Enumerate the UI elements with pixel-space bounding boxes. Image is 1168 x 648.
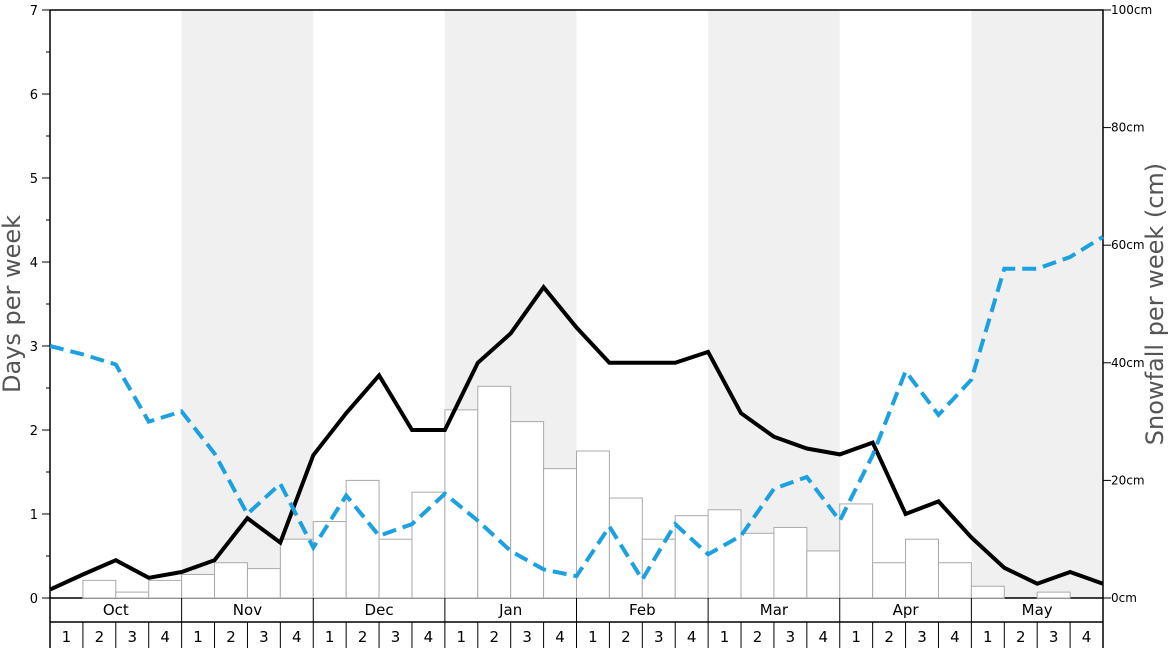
month-label: Feb	[629, 601, 656, 619]
week-label: 1	[457, 628, 467, 646]
week-label: 2	[884, 628, 894, 646]
snowfall-bar	[937, 562, 972, 599]
left-tick-label: 2	[30, 424, 38, 439]
week-label: 1	[325, 628, 335, 646]
snowfall-bar	[773, 526, 808, 599]
snowfall-bar	[115, 591, 150, 599]
dashed-line-series	[49, 235, 1105, 584]
right-tick-label: 20cm	[1111, 473, 1145, 487]
week-label: 2	[226, 628, 236, 646]
right-axis: 0cm 20cm 40cm 60cm 80cm 100cm	[1103, 3, 1152, 605]
week-label: 4	[950, 628, 960, 646]
snowfall-bar	[806, 550, 841, 599]
week-label: 4	[687, 628, 697, 646]
week-label: 2	[1016, 628, 1026, 646]
left-tick-label: 3	[30, 340, 38, 355]
month-label: Apr	[893, 601, 920, 619]
right-tick-label: 60cm	[1111, 238, 1145, 252]
week-label: 3	[1049, 628, 1059, 646]
snowfall-bar	[378, 538, 413, 599]
snowfall-bar	[1036, 591, 1071, 599]
snowfall-bar	[510, 421, 545, 599]
left-tick-label: 4	[30, 256, 38, 271]
shade-may	[971, 10, 1103, 598]
right-tick-label: 40cm	[1111, 356, 1145, 370]
week-label: 1	[588, 628, 598, 646]
week-label: 3	[391, 628, 401, 646]
left-tick-label: 0	[30, 592, 38, 607]
month-axis: Oct 1 2 3 4 Nov 1 2 3 4 Dec 1 2 3 4 Jan 1 2 3 4 Feb 1 2 3 4 Mar 1 2…	[49, 598, 1104, 648]
month-shading	[181, 10, 1103, 598]
month-label: Nov	[233, 601, 262, 619]
snowfall-bar	[279, 538, 314, 599]
week-label: 3	[522, 628, 532, 646]
snowfall-bar	[477, 385, 512, 599]
week-label: 1	[62, 628, 72, 646]
week-label: 4	[424, 628, 434, 646]
snowfall-bars	[82, 385, 1071, 599]
left-tick-label: 6	[30, 88, 38, 103]
month-label: Oct	[103, 601, 129, 619]
left-tick-label: 5	[30, 172, 38, 187]
snowfall-bar	[839, 503, 874, 599]
snowfall-bar	[872, 562, 907, 599]
week-label: 3	[786, 628, 796, 646]
month-label: May	[1022, 601, 1053, 619]
right-tick-label: 80cm	[1111, 121, 1145, 135]
snowfall-bar	[345, 479, 380, 599]
month-label: Jan	[498, 601, 522, 619]
week-label: 2	[95, 628, 105, 646]
week-label: 2	[358, 628, 368, 646]
snowfall-bar	[608, 497, 643, 599]
snowfall-bar	[576, 450, 610, 599]
week-label: 1	[851, 628, 861, 646]
left-axis: 0 1 2 3 4 5 6 7	[30, 4, 50, 607]
week-label: 2	[489, 628, 499, 646]
week-label: 4	[1082, 628, 1092, 646]
month-label: Mar	[760, 601, 789, 619]
snowfall-bar	[740, 532, 775, 599]
snowfall-bar	[246, 568, 281, 599]
snowfall-bar	[707, 509, 742, 599]
week-label: 4	[160, 628, 170, 646]
snowfall-bar	[181, 573, 216, 599]
left-axis-title: Days per week	[0, 215, 26, 393]
shade-mar	[708, 10, 840, 598]
month-label: Dec	[365, 601, 394, 619]
week-label: 4	[555, 628, 565, 646]
right-axis-title: Snowfall per week (cm)	[1141, 163, 1168, 445]
snowfall-bar	[444, 409, 479, 599]
week-label: 3	[127, 628, 137, 646]
snowfall-bar	[214, 562, 248, 599]
week-label: 4	[819, 628, 829, 646]
week-label: 3	[259, 628, 269, 646]
week-label: 3	[917, 628, 927, 646]
week-label: 2	[753, 628, 763, 646]
snowfall-bar	[82, 579, 117, 599]
shade-nov	[181, 10, 314, 598]
left-tick-label: 1	[30, 508, 38, 523]
week-label: 1	[193, 628, 203, 646]
week-label: 3	[654, 628, 664, 646]
right-tick-label: 100cm	[1111, 3, 1152, 17]
left-tick-label: 7	[30, 4, 38, 19]
day-lines	[49, 235, 1105, 592]
snowfall-bar	[543, 468, 577, 599]
week-label: 1	[983, 628, 993, 646]
snowfall-bar	[905, 538, 939, 599]
week-label: 2	[621, 628, 631, 646]
snowfall-bar	[312, 521, 347, 599]
week-label: 4	[292, 628, 302, 646]
week-label: 1	[720, 628, 730, 646]
solid-line-series	[49, 283, 1104, 592]
snowfall-bar	[970, 585, 1005, 599]
snowfall-bar	[148, 579, 183, 599]
right-tick-label: 0cm	[1111, 591, 1137, 605]
